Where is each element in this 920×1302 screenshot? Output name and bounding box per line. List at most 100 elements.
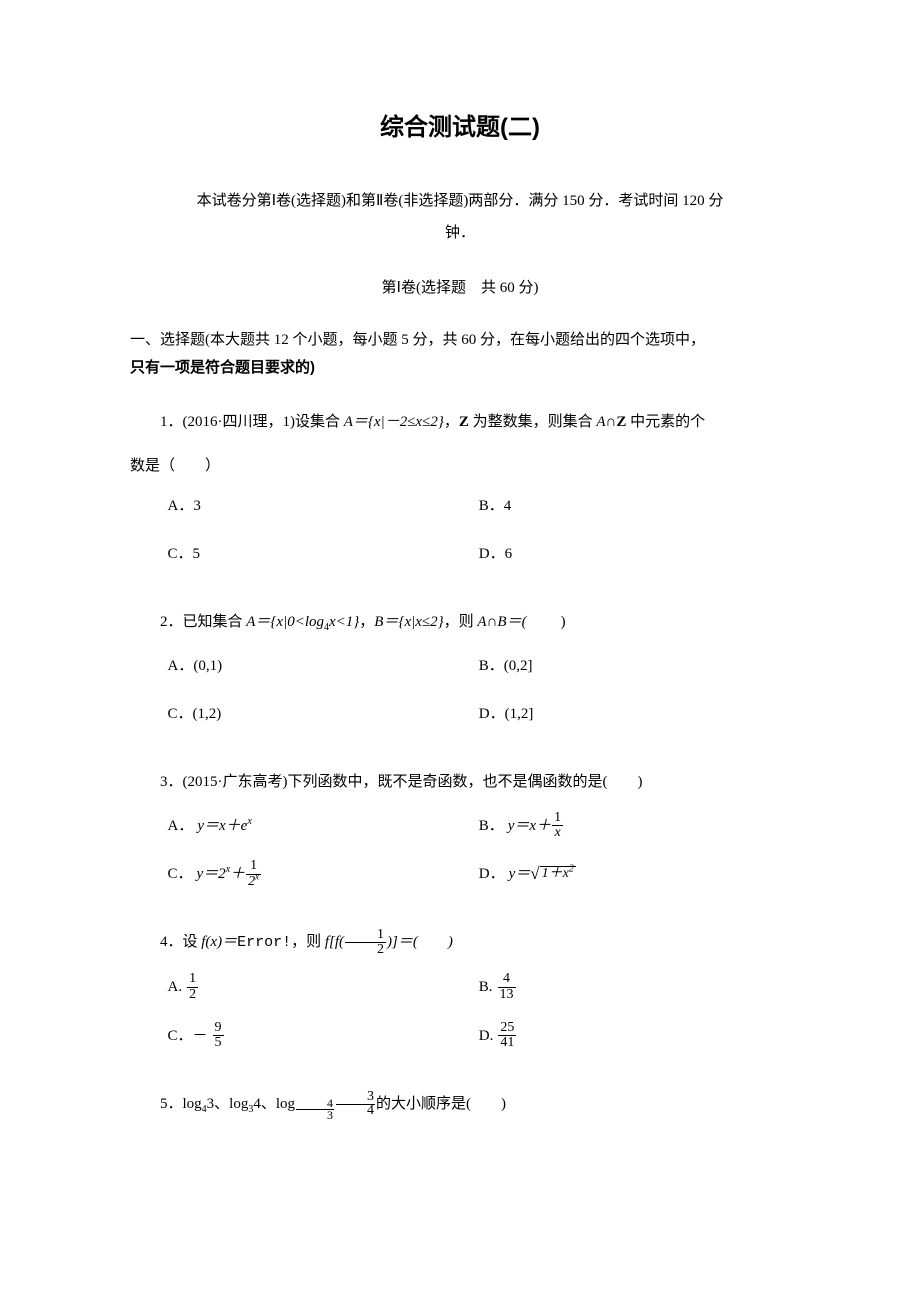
question-4: 4．设 f(x)＝Error!，则 f[f(12)]＝( ) A. 1 2 B.… [130,927,790,1069]
q1-aint: A∩ [596,414,616,430]
q4-ff-post: )]＝( ) [387,934,453,950]
q4-option-d: D. 25 41 [479,1021,790,1051]
q4-ff-pre: f[f( [325,934,344,950]
q3-b-num: 1 [552,811,563,826]
q4-b-num: 4 [501,972,512,987]
q4-options: A. 1 2 B. 4 13 C．－ 9 5 D. 25 41 [130,972,790,1069]
q3-options: A． y＝x＋ex B． y＝x＋ 1 x C． y＝2x＋ 1 2x D． y… [130,811,790,908]
q3-b-expr: y＝x＋ [508,811,551,841]
q3-option-b: B． y＝x＋ 1 x [479,811,790,841]
section-header: 第Ⅰ卷(选择题 共 60 分) [130,277,790,300]
q4-c-den: 5 [213,1035,224,1051]
q4-pre: 4．设 [160,934,201,950]
question-5: 5．log43、log34、log4334的大小顺序是( ) [130,1089,790,1121]
q5-s3-base-den: 3 [296,1109,334,1121]
q5-s2-arg: 4 [253,1096,261,1112]
q4-d-frac: 25 41 [498,1021,516,1051]
q4-c-label: C．－ [168,1021,208,1051]
q2-mid1: ， [359,614,374,630]
q1-post1: 为整数集，则集合 [469,414,597,430]
q3-option-c: C． y＝2x＋ 1 2x [168,859,479,889]
q1-options: A．3 B．4 C．5 D．6 [130,491,790,587]
q5-s3-arg: 34 [336,1091,375,1117]
intro-block: 本试卷分第Ⅰ卷(选择题)和第Ⅱ卷(非选择题)两部分．满分 150 分．考试时间 … [130,186,790,249]
q1-stem: 1．(2016·四川理，1)设集合 A＝{x|－2≤x≤2}，Z 为整数集，则集… [130,407,790,437]
q3-d-label: D． [479,859,505,889]
q1-Z-1: Z [459,414,469,430]
q1-Z-2: Z [616,414,626,430]
q4-ff-frac: 12 [345,928,386,958]
q3-b-den: x [552,825,562,841]
q1-option-c: C．5 [168,539,479,569]
q4-option-a: A. 1 2 [168,972,479,1002]
instructions-lead: 一、选择题(本大题共 12 个小题，每小题 5 分，共 60 分，在每小题给出的… [130,332,705,348]
q3-a-label: A． [168,811,194,841]
q1-pre: 1．(2016·四川理，1)设集合 [160,414,344,430]
q4-b-label: B. [479,972,493,1002]
q5-post: 的大小顺序是( ) [376,1096,506,1112]
q5-s3-base: 43 [295,1104,335,1115]
q3-d-expr: y＝ [509,859,531,889]
q2-option-b: B．(0,2] [479,651,790,681]
q1-mid: ， [444,414,459,430]
q3-option-a: A． y＝x＋ex [168,811,479,841]
q2-pre: 2．已知集合 [160,614,246,630]
q4-option-b: B. 4 13 [479,972,790,1002]
q5-sep2: 、log [261,1096,295,1112]
q3-c-frac: 1 2x [246,859,261,889]
q4-option-c: C．－ 9 5 [168,1021,479,1051]
q2-stem: 2．已知集合 A＝{x|0<log4x<1}，B＝{x|x≤2}，则 A∩B＝(… [130,607,790,637]
q2-option-c: C．(1,2) [168,699,479,729]
q4-a-frac: 1 2 [187,972,198,1002]
q4-error: Error! [237,934,291,951]
question-1: 1．(2016·四川理，1)设集合 A＝{x|－2≤x≤2}，Z 为整数集，则集… [130,407,790,587]
question-3: 3．(2015·广东高考)下列函数中，既不是奇函数，也不是偶函数的是( ) A．… [130,767,790,908]
q2-blank: ) [527,614,568,630]
q4-ff-num: 1 [345,928,386,943]
q2-setB: B＝{x|x≤2} [374,614,443,630]
q3-a-expr: y＝x＋ex [197,811,251,841]
q5-pre: 5．log [160,1096,202,1112]
q1-option-b: B．4 [479,491,790,521]
q4-d-den: 41 [498,1035,516,1051]
question-2: 2．已知集合 A＝{x|0<log4x<1}，B＝{x|x≤2}，则 A∩B＝(… [130,607,790,747]
q4-ff-den: 2 [345,942,386,958]
q2-mid2: ，则 [444,614,478,630]
q3-c-expr: y＝2x＋ [197,859,246,889]
q1-post2: 中元素的个 [626,414,705,430]
intro-line-1: 本试卷分第Ⅰ卷(选择题)和第Ⅱ卷(非选择题)两部分．满分 150 分．考试时间 … [197,193,724,209]
q5-sep1: 、log [214,1096,248,1112]
q4-fx: f(x)＝ [201,934,237,950]
q4-c-frac: 9 5 [213,1021,224,1051]
q4-c-num: 9 [213,1021,224,1036]
q2-setA-pre: A＝{x|0<log [246,614,324,630]
q2-option-a: A．(0,1) [168,651,479,681]
q3-d-sqrt: √ 1＋x2 [530,866,576,883]
q2-inter: A∩B＝( [477,614,526,630]
instructions: 一、选择题(本大题共 12 个小题，每小题 5 分，共 60 分，在每小题给出的… [130,326,790,383]
q3-c-label: C． [168,859,193,889]
q3-b-frac: 1 x [552,811,563,841]
q2-option-d: D．(1,2] [479,699,790,729]
q1-option-d: D．6 [479,539,790,569]
q2-setA-post: x<1} [329,614,359,630]
q4-mid: ，则 [291,934,325,950]
instructions-bold: 只有一项是符合题目要求的) [130,359,315,376]
q5-s3-arg-den: 4 [336,1104,375,1118]
q4-a-label: A. [168,972,183,1002]
q3-c-den: 2x [246,874,261,890]
q4-a-num: 1 [187,972,198,987]
q1-set-expr: A＝{x|－2≤x≤2} [344,414,444,430]
q1-option-a: A．3 [168,491,479,521]
q1-stem-line2: 数是（ ） [130,451,790,481]
q2-options: A．(0,1) B．(0,2] C．(1,2) D．(1,2] [130,651,790,747]
q3-d-sqrt-body: 1＋x2 [540,866,576,881]
intro-line-2: 钟． [445,225,475,241]
q4-stem: 4．设 f(x)＝Error!，则 f[f(12)]＝( ) [130,927,790,958]
sqrt-icon: √ [530,865,539,882]
q4-d-num: 25 [498,1021,516,1036]
q4-d-label: D. [479,1021,494,1051]
page-title: 综合测试题(二) [130,110,790,146]
q4-b-frac: 4 13 [498,972,516,1002]
q5-stem: 5．log43、log34、log4334的大小顺序是( ) [130,1089,790,1121]
